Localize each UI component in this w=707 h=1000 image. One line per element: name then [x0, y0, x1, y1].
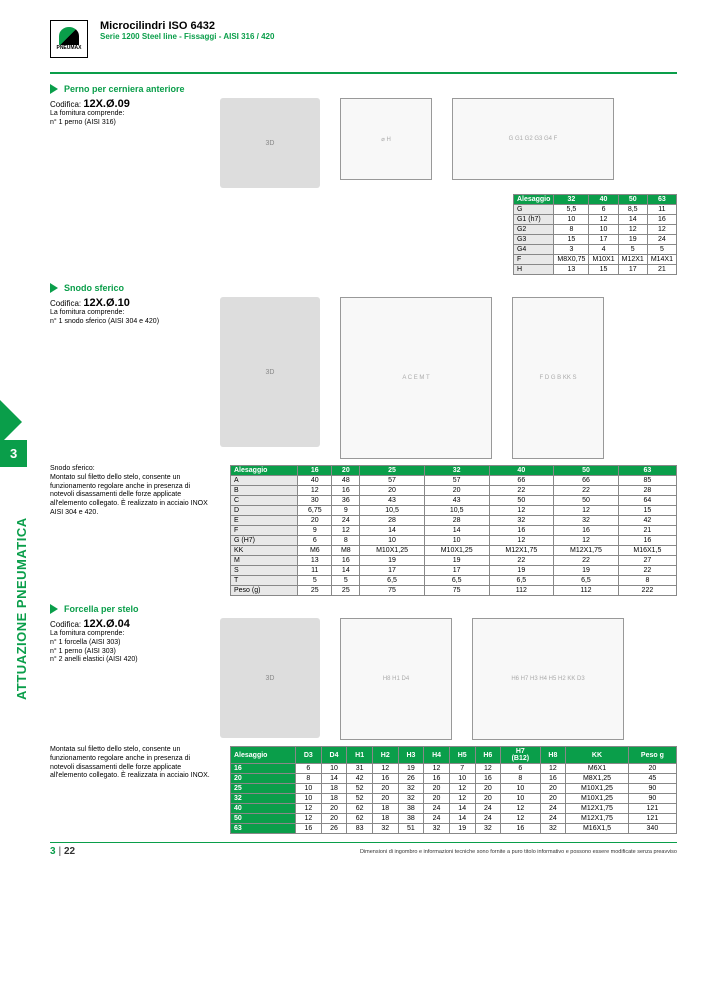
- page-header: PNEUMAX Microcilindri ISO 6432 Serie 120…: [50, 20, 677, 58]
- dimension-drawing: G G1 G2 G3 G4 F: [452, 98, 614, 180]
- side-category-label: ATTUAZIONE PNEUMATICA: [14, 517, 29, 700]
- logo-text: PNEUMAX: [56, 45, 81, 51]
- supply-note: La fornitura comprende: n° 1 forcella (A…: [50, 630, 200, 665]
- page-footer: 3 | 22 Dimensioni di ingombro e informaz…: [50, 842, 677, 857]
- dimension-drawing: F D G B KK S: [512, 297, 604, 459]
- supply-note: La fornitura comprende: n° 1 perno (AISI…: [50, 110, 200, 128]
- dimension-drawing: A C E M T: [340, 297, 492, 459]
- description-note: Snodo sferico: Montato sul filetto dello…: [50, 465, 210, 518]
- header-rule: [50, 72, 677, 74]
- triangle-icon: [50, 604, 58, 614]
- section-title: Perno per cerniera anteriore: [64, 84, 185, 94]
- dimension-drawing: H8 H1 D4: [340, 618, 452, 740]
- product-render: 3D: [220, 618, 320, 738]
- page-title: Microcilindri ISO 6432: [100, 20, 274, 32]
- disclaimer-text: Dimensioni di ingombro e informazioni te…: [360, 849, 677, 855]
- section-header: Snodo sferico: [50, 283, 677, 293]
- chapter-tab: 3: [0, 440, 27, 467]
- dimension-drawing: ⌀ H: [340, 98, 432, 180]
- section-title: Snodo sferico: [64, 283, 124, 293]
- dimensions-table: Alesaggio32405063G5,568,511G1 (h7)101214…: [513, 194, 677, 275]
- logo-icon: [59, 27, 79, 45]
- page-current: 3: [50, 846, 56, 857]
- codifica-line: Codifica: 12X.Ø.10: [50, 297, 200, 309]
- section-header: Forcella per stelo: [50, 604, 677, 614]
- section-title: Forcella per stelo: [64, 604, 139, 614]
- codifica-line: Codifica: 12X.Ø.04: [50, 618, 200, 630]
- codifica-line: Codifica: 12X.Ø.09: [50, 98, 200, 110]
- supply-note: La fornitura comprende: n° 1 snodo sferi…: [50, 309, 200, 327]
- page-subtitle: Serie 1200 Steel line - Fissaggi - AISI …: [100, 32, 274, 41]
- brand-logo: PNEUMAX: [50, 20, 88, 58]
- description-note: Montata sul filetto dello stelo, consent…: [50, 746, 210, 781]
- section-header: Perno per cerniera anteriore: [50, 84, 677, 94]
- side-triangle: [0, 400, 22, 444]
- product-render: 3D: [220, 297, 320, 447]
- dimensions-table: Alesaggio16202532405063A40485757666685B1…: [230, 465, 677, 596]
- dimension-drawing: H6 H7 H3 H4 H5 H2 KK D3: [472, 618, 624, 740]
- product-render: 3D: [220, 98, 320, 188]
- dimensions-table: AlesaggioD3D4H1H2H3H4H5H6H7(B12)H8KKPeso…: [230, 746, 677, 834]
- triangle-icon: [50, 283, 58, 293]
- triangle-icon: [50, 84, 58, 94]
- page-total: 22: [64, 846, 75, 857]
